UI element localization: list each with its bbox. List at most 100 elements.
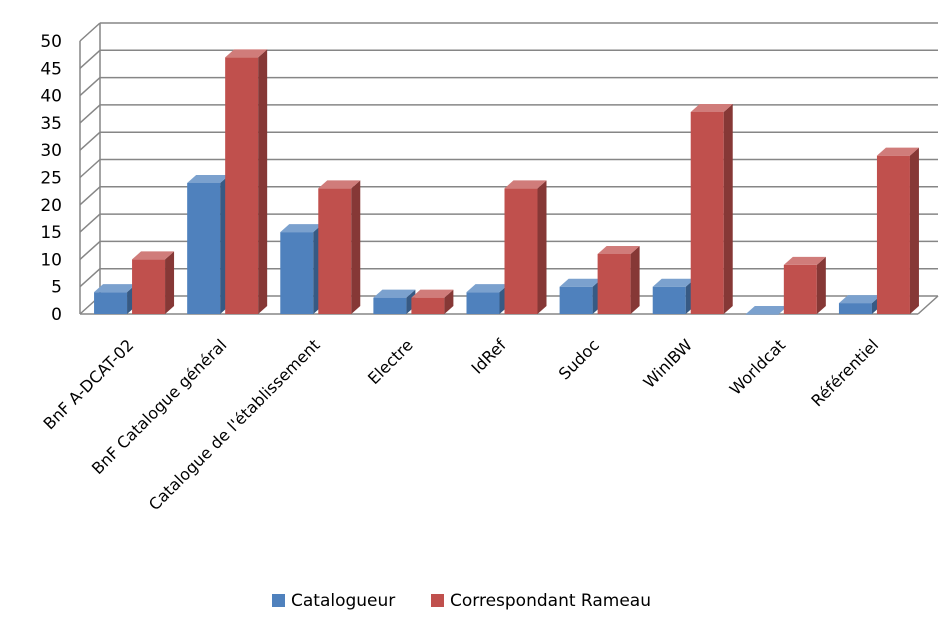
bar-top <box>690 103 733 112</box>
bar-top <box>280 224 323 233</box>
gridline-side <box>79 268 101 288</box>
bar-correspondant-rameau <box>597 245 640 314</box>
y-tick-label: 30 <box>40 141 62 161</box>
x-tick-label: Catalogue de l'établissement <box>145 335 324 514</box>
bar-catalogueur <box>745 306 788 315</box>
legend-item: Correspondant Rameau <box>431 591 651 611</box>
bar-front <box>132 259 166 314</box>
bar-front <box>411 297 445 314</box>
x-tick-label: Worldcat <box>726 335 789 398</box>
bar-top <box>94 284 137 293</box>
bar-top <box>411 289 454 298</box>
bar-correspondant-rameau <box>225 49 268 314</box>
bar-top <box>225 49 268 58</box>
bar-catalogueur <box>280 224 323 314</box>
bar-correspondant-rameau <box>690 103 733 314</box>
bar-front <box>876 155 910 314</box>
gridline-side <box>79 186 101 206</box>
bar-front <box>187 182 221 314</box>
bar-top <box>466 284 509 293</box>
y-tick-label: 5 <box>51 278 62 298</box>
bar-catalogueur <box>838 295 881 314</box>
bar-side <box>723 103 733 314</box>
bar-front <box>783 264 817 314</box>
legend-label: Catalogueur <box>291 591 395 611</box>
y-tick-label: 35 <box>40 114 62 134</box>
bar-side <box>444 289 454 314</box>
bar-catalogueur <box>466 284 509 314</box>
y-tick-label: 50 <box>40 32 62 52</box>
bar-top <box>187 174 230 183</box>
y-tick-label: 10 <box>40 250 62 270</box>
x-tick-label: Sudoc <box>555 335 603 383</box>
floor-right-edge <box>917 295 939 315</box>
x-tick-label: BnF A-DCAT-02 <box>40 335 138 433</box>
bar-front <box>652 286 686 314</box>
bar-front <box>225 57 259 314</box>
bar-front <box>504 188 538 314</box>
bar-top <box>318 180 361 189</box>
bar-side <box>165 251 175 314</box>
y-tick-label: 0 <box>51 305 62 325</box>
gridline-side <box>79 240 101 260</box>
bar-top <box>132 251 175 260</box>
bar-correspondant-rameau <box>504 180 547 314</box>
bar-top <box>876 147 919 156</box>
gridline-side <box>79 22 101 42</box>
gridline-side <box>79 158 101 179</box>
bar-front <box>94 292 128 314</box>
bar-side <box>909 147 919 314</box>
bar-catalogueur <box>187 174 230 314</box>
y-tick-label: 25 <box>40 169 62 189</box>
bar-front <box>559 286 593 314</box>
y-axis-tick-labels: 0 5 10 15 20 25 30 35 40 45 50 <box>40 32 62 325</box>
bar-side <box>537 180 547 314</box>
bar-front <box>597 253 631 314</box>
legend: Catalogueur Correspondant Rameau <box>272 591 651 611</box>
bar-correspondant-rameau <box>318 180 361 314</box>
bar-top <box>838 295 881 304</box>
legend-item: Catalogueur <box>272 591 395 611</box>
bars <box>94 49 919 315</box>
y-tick-label: 15 <box>40 223 62 243</box>
y-tick-label: 45 <box>40 59 62 79</box>
bar-side <box>258 49 268 314</box>
x-tick-label: Electre <box>364 335 417 388</box>
bar-side <box>630 245 640 314</box>
bar-top <box>745 306 788 314</box>
bar-front <box>373 297 407 314</box>
legend-label: Correspondant Rameau <box>450 591 651 611</box>
bar-correspondant-rameau <box>132 251 175 314</box>
x-tick-label: Référentiel <box>807 335 882 410</box>
bar-front <box>318 188 352 314</box>
bar-catalogueur <box>559 278 602 314</box>
bar-front <box>838 303 872 314</box>
bar-correspondant-rameau <box>876 147 919 314</box>
bar-side <box>816 256 826 314</box>
bar-front <box>466 292 500 314</box>
x-tick-label: IdRef <box>468 335 511 378</box>
bar-front <box>690 111 724 314</box>
bar-front <box>745 314 779 315</box>
bar-catalogueur <box>373 289 416 314</box>
gridline-side <box>79 104 101 124</box>
x-tick-label: WinIBW <box>639 335 696 392</box>
y-tick-label: 40 <box>40 87 62 107</box>
bar-top <box>597 245 640 254</box>
bar-top <box>504 180 547 189</box>
bar-top <box>559 278 602 287</box>
bar-top <box>373 289 416 298</box>
bar-correspondant-rameau <box>783 256 826 314</box>
bar-correspondant-rameau <box>411 289 454 314</box>
gridline-side <box>79 213 101 233</box>
gridline-side <box>79 77 101 97</box>
gridline-side <box>79 49 101 69</box>
legend-swatch <box>431 594 444 607</box>
y-tick-label: 20 <box>40 196 62 216</box>
bar-catalogueur <box>94 284 137 314</box>
legend-swatch <box>272 594 285 607</box>
bar-side <box>351 180 361 314</box>
